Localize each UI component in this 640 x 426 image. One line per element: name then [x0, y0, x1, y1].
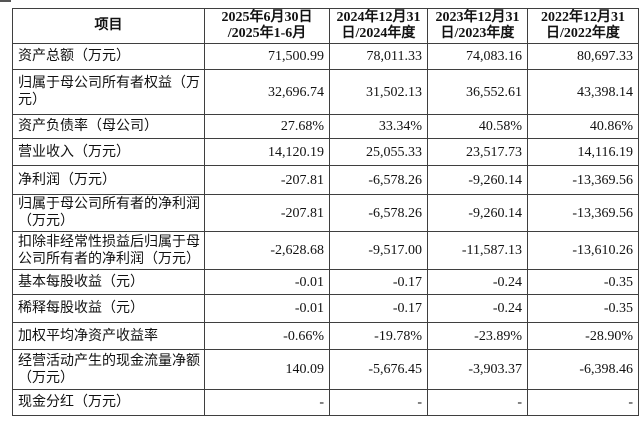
- column-header-2024: 2024年12月31 日/2024年度: [329, 8, 428, 44]
- table-row: 资产负债率（母公司） 27.68% 33.34% 40.58% 40.86%: [12, 114, 639, 139]
- column-header-item: 项目: [12, 8, 205, 44]
- cell-value: 40.86%: [527, 114, 639, 139]
- cell-value: -0.35: [527, 294, 639, 323]
- edge-artifact: [0, 0, 11, 2]
- column-header-2022: 2022年12月31 日/2022年度: [527, 8, 639, 44]
- cell-value: -0.66%: [204, 322, 330, 350]
- cell-value: -207.81: [204, 165, 330, 195]
- cell-value: -19.78%: [329, 322, 428, 350]
- cell-value: 43,398.14: [527, 69, 639, 115]
- cell-value: -6,578.26: [329, 165, 428, 195]
- row-label: 资产总额（万元）: [12, 43, 205, 70]
- row-label: 稀释每股收益（元）: [12, 294, 205, 323]
- table-row: 营业收入（万元） 14,120.19 25,055.33 23,517.73 1…: [12, 138, 639, 166]
- cell-value: 14,116.19: [527, 138, 639, 166]
- cell-value: 14,120.19: [204, 138, 330, 166]
- cell-value: -0.01: [204, 294, 330, 323]
- cell-value: -0.01: [204, 269, 330, 295]
- cell-value: -5,676.45: [329, 349, 428, 390]
- cell-value: -23.89%: [427, 322, 528, 350]
- row-label: 基本每股收益（元）: [12, 269, 205, 295]
- row-label: 扣除非经常性损益后归属于母公司所有者的净利润（万元）: [12, 231, 205, 270]
- cell-value: -13,369.56: [527, 194, 639, 232]
- table-row: 净利润（万元） -207.81 -6,578.26 -9,260.14 -13,…: [12, 165, 639, 195]
- cell-value: 71,500.99: [204, 43, 330, 70]
- cell-value: 23,517.73: [427, 138, 528, 166]
- cell-value: 140.09: [204, 349, 330, 390]
- cell-value: 25,055.33: [329, 138, 428, 166]
- cell-value: -0.35: [527, 269, 639, 295]
- cell-value: -9,517.00: [329, 231, 428, 270]
- cell-value: -0.24: [427, 294, 528, 323]
- cell-value: -2,628.68: [204, 231, 330, 270]
- table-row: 基本每股收益（元） -0.01 -0.17 -0.24 -0.35: [12, 269, 639, 295]
- cell-value: -0.24: [427, 269, 528, 295]
- row-label: 加权平均净资产收益率: [12, 322, 205, 350]
- row-label: 经营活动产生的现金流量净额（万元）: [12, 349, 205, 390]
- cell-value: -9,260.14: [427, 165, 528, 195]
- cell-value: -11,587.13: [427, 231, 528, 270]
- cell-value: -13,369.56: [527, 165, 639, 195]
- table-row: 归属于母公司所有者的净利润（万元） -207.81 -6,578.26 -9,2…: [12, 194, 639, 232]
- cell-value: 40.58%: [427, 114, 528, 139]
- table-row: 加权平均净资产收益率 -0.66% -19.78% -23.89% -28.90…: [12, 322, 639, 350]
- cell-value: 27.68%: [204, 114, 330, 139]
- cell-value: -13,610.26: [527, 231, 639, 270]
- cell-value: 78,011.33: [329, 43, 428, 70]
- table-row: 现金分红（万元） - - - -: [12, 389, 639, 416]
- cell-value: -: [329, 389, 428, 416]
- row-label: 净利润（万元）: [12, 165, 205, 195]
- cell-value: 74,083.16: [427, 43, 528, 70]
- cell-value: -: [427, 389, 528, 416]
- table-row: 稀释每股收益（元） -0.01 -0.17 -0.24 -0.35: [12, 294, 639, 323]
- cell-value: -3,903.37: [427, 349, 528, 390]
- financial-summary-table: 项目 2025年6月30日 /2025年1-6月 2024年12月31 日/20…: [12, 8, 639, 416]
- table-row: 经营活动产生的现金流量净额（万元） 140.09 -5,676.45 -3,90…: [12, 349, 639, 390]
- cell-value: 32,696.74: [204, 69, 330, 115]
- cell-value: 36,552.61: [427, 69, 528, 115]
- row-label: 资产负债率（母公司）: [12, 114, 205, 139]
- cell-value: -: [527, 389, 639, 416]
- cell-value: -0.17: [329, 294, 428, 323]
- column-header-2023: 2023年12月31 日/2023年度: [427, 8, 528, 44]
- cell-value: -0.17: [329, 269, 428, 295]
- cell-value: -28.90%: [527, 322, 639, 350]
- header-row: 项目 2025年6月30日 /2025年1-6月 2024年12月31 日/20…: [12, 8, 639, 44]
- row-label: 现金分红（万元）: [12, 389, 205, 416]
- cell-value: -: [204, 389, 330, 416]
- cell-value: -207.81: [204, 194, 330, 232]
- table-row: 归属于母公司所有者权益（万元） 32,696.74 31,502.13 36,5…: [12, 69, 639, 115]
- row-label: 营业收入（万元）: [12, 138, 205, 166]
- cell-value: 80,697.33: [527, 43, 639, 70]
- table-row: 资产总额（万元） 71,500.99 78,011.33 74,083.16 8…: [12, 43, 639, 70]
- cell-value: -6,398.46: [527, 349, 639, 390]
- column-header-2025: 2025年6月30日 /2025年1-6月: [204, 8, 330, 44]
- row-label: 归属于母公司所有者权益（万元）: [12, 69, 205, 115]
- table-row: 扣除非经常性损益后归属于母公司所有者的净利润（万元） -2,628.68 -9,…: [12, 231, 639, 270]
- row-label: 归属于母公司所有者的净利润（万元）: [12, 194, 205, 232]
- cell-value: -9,260.14: [427, 194, 528, 232]
- cell-value: 31,502.13: [329, 69, 428, 115]
- cell-value: -6,578.26: [329, 194, 428, 232]
- cell-value: 33.34%: [329, 114, 428, 139]
